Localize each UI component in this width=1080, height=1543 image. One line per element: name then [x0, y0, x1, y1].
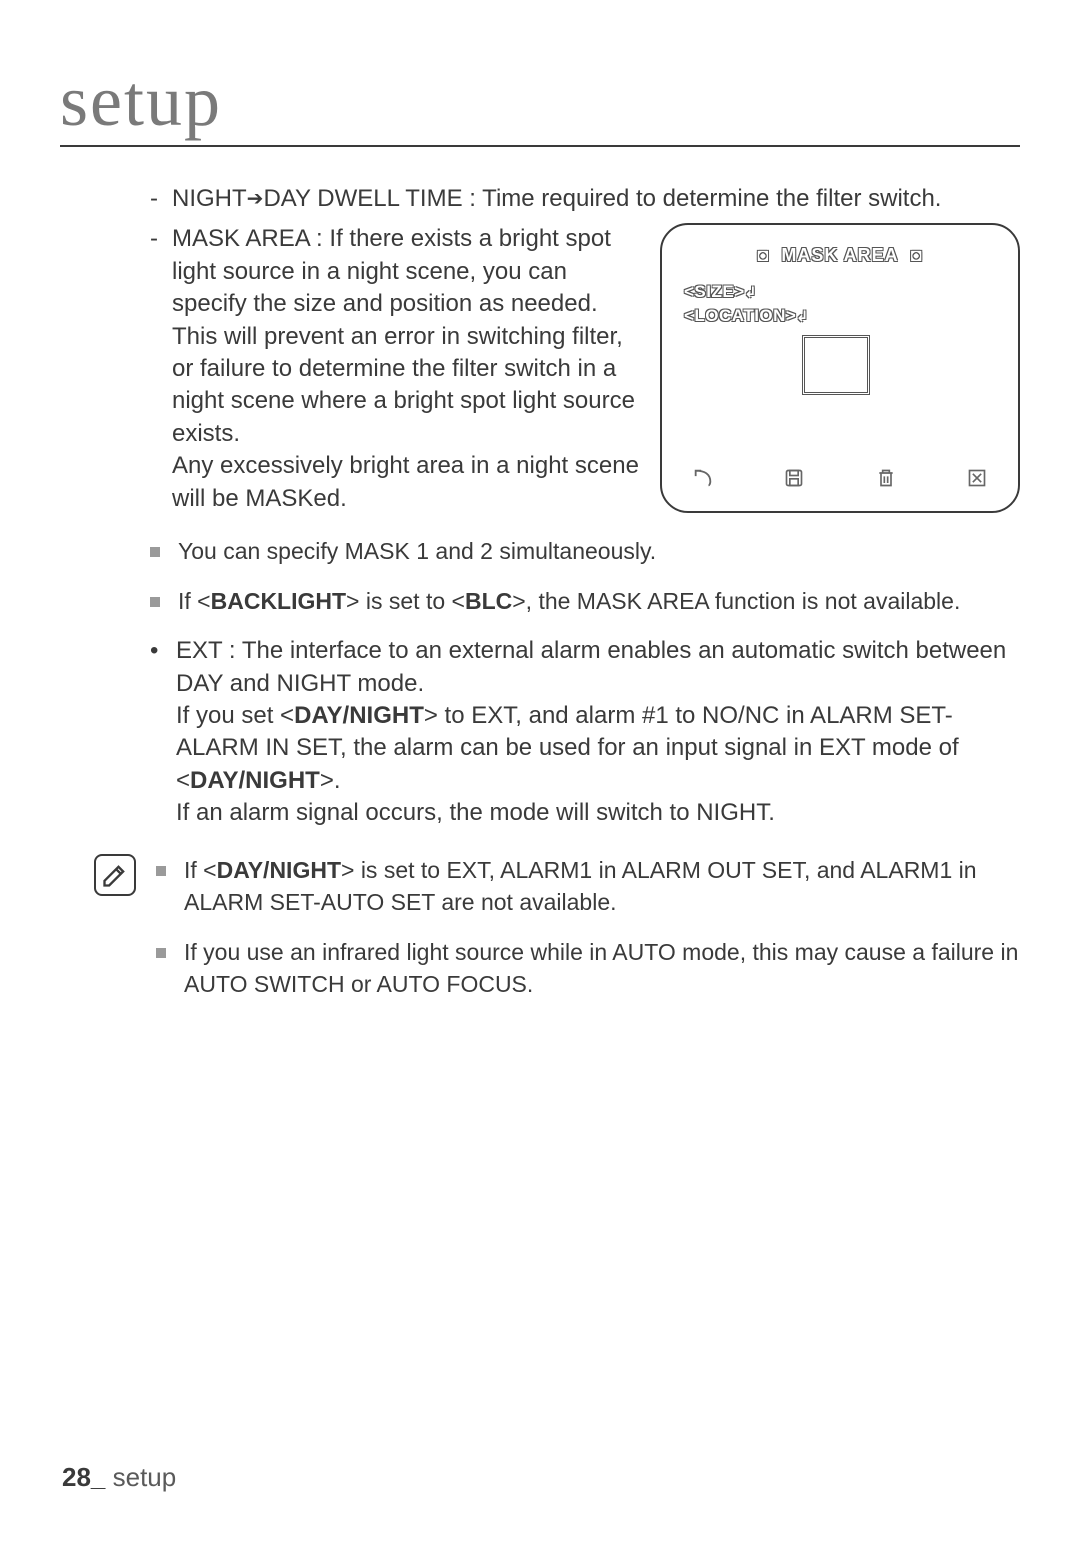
note-pencil-icon [94, 854, 136, 896]
square-bullet-icon [150, 547, 160, 557]
osd-enter-icon: ↲ [745, 284, 757, 300]
note-infrared: If you use an infrared light source whil… [156, 936, 1020, 1000]
note-ext-alarm-text: If <DAY/NIGHT> is set to EXT, ALARM1 in … [184, 854, 1020, 918]
osd-title-right-icon: ◘ [911, 245, 923, 265]
osd-title: ◘ MASK AREA ◘ [662, 243, 1018, 267]
notes-block-1: You can specify MASK 1 and 2 simultaneou… [150, 535, 1020, 617]
ext-item: • EXT : The interface to an external ala… [150, 635, 1020, 829]
osd-location-label: <LOCATION> [684, 306, 796, 325]
note-ext-alarm: If <DAY/NIGHT> is set to EXT, ALARM1 in … [156, 854, 1020, 918]
osd-size-line: <SIZE>↲ [684, 281, 757, 304]
mask-para2: This will prevent an error in switching … [172, 323, 635, 447]
round-bullet-icon: • [150, 635, 176, 829]
note-mask12: You can specify MASK 1 and 2 simultaneou… [150, 535, 1020, 567]
dwell-time-item: - NIGHT➔DAY DWELL TIME : Time required t… [150, 183, 1020, 215]
mask-heading: MASK AREA : If there exists a bright spo… [172, 225, 611, 317]
back-icon [690, 465, 716, 491]
dash-bullet: - [150, 223, 172, 515]
content-area: - NIGHT➔DAY DWELL TIME : Time required t… [60, 183, 1020, 1018]
osd-title-left-icon: ◘ [757, 245, 769, 265]
dwell-label: NIGHT [172, 185, 247, 212]
dash-bullet: - [150, 183, 172, 215]
note-infrared-text: If you use an infrared light source whil… [184, 936, 1020, 1000]
page-footer: 28_ setup [62, 1462, 176, 1493]
ext-line3: If an alarm signal occurs, the mode will… [176, 799, 775, 826]
save-icon [781, 465, 807, 491]
osd-icon-row [690, 465, 990, 491]
close-icon [964, 465, 990, 491]
mask-area-row: - MASK AREA : If there exists a bright s… [150, 223, 1020, 523]
square-bullet-icon [156, 866, 166, 876]
ext-line1: EXT : The interface to an external alarm… [176, 637, 1006, 696]
square-bullet-icon [150, 597, 160, 607]
delete-icon [873, 465, 899, 491]
arrow-icon: ➔ [247, 188, 264, 210]
osd-preview: ◘ MASK AREA ◘ <SIZE>↲ <LOCATION>↲ [660, 223, 1020, 513]
note-backlight-text: If <BACKLIGHT> is set to <BLC>, the MASK… [178, 585, 1020, 617]
mask-para3: Any excessively bright area in a night s… [172, 452, 639, 511]
note-mask12-text: You can specify MASK 1 and 2 simultaneou… [178, 535, 1020, 567]
mask-area-item: - MASK AREA : If there exists a bright s… [150, 223, 640, 515]
square-bullet-icon [156, 948, 166, 958]
page-title: setup [60, 60, 1020, 147]
osd-enter-icon: ↲ [796, 308, 808, 324]
dwell-rest: DAY DWELL TIME : Time required to determ… [263, 185, 941, 212]
osd-title-text: MASK AREA [781, 245, 898, 265]
osd-location-line: <LOCATION>↲ [684, 305, 809, 328]
osd-size-label: <SIZE> [684, 282, 745, 301]
osd-mask-square [802, 335, 870, 395]
footer-label: setup [113, 1462, 177, 1492]
ext-line2: If you set <DAY/NIGHT> to EXT, and alarm… [176, 702, 959, 794]
note-callout: If <DAY/NIGHT> is set to EXT, ALARM1 in … [150, 854, 1020, 1019]
note-backlight: If <BACKLIGHT> is set to <BLC>, the MASK… [150, 585, 1020, 617]
page-number: 28_ [62, 1462, 105, 1492]
